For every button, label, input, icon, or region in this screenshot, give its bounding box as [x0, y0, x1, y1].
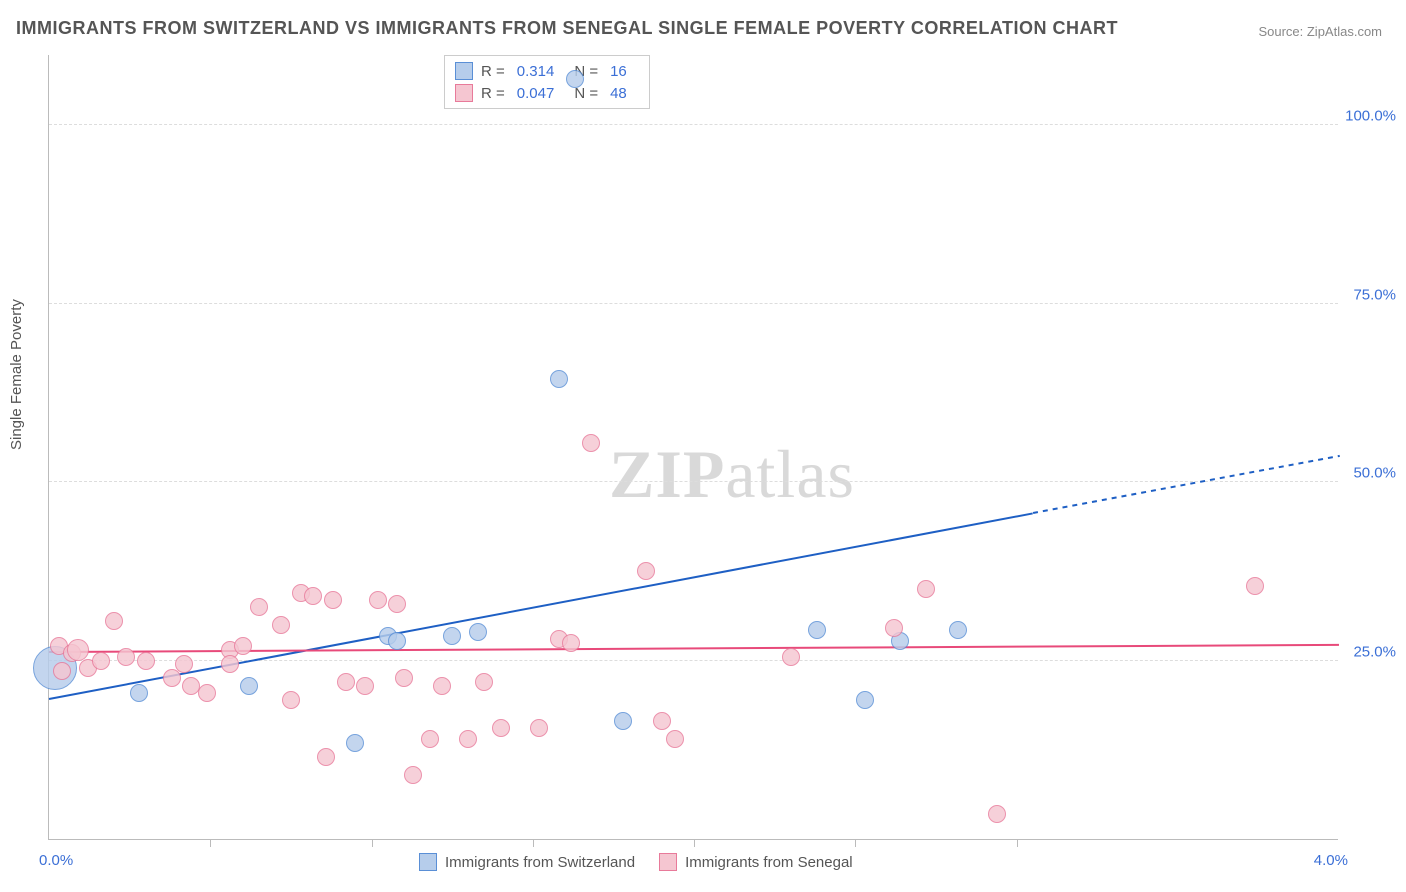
- data-point[interactable]: [369, 591, 387, 609]
- legend-item-senegal: Immigrants from Senegal: [659, 853, 853, 871]
- x-tick: [855, 839, 856, 847]
- data-point[interactable]: [282, 691, 300, 709]
- data-point[interactable]: [388, 595, 406, 613]
- legend-swatch-icon: [419, 853, 437, 871]
- legend-label-senegal: Immigrants from Senegal: [685, 854, 853, 871]
- data-point[interactable]: [885, 619, 903, 637]
- data-point[interactable]: [117, 648, 135, 666]
- legend-swatch-icon: [659, 853, 677, 871]
- trend-line-extrapolated: [1032, 455, 1339, 514]
- x-axis-max-label: 4.0%: [1314, 852, 1348, 869]
- data-point[interactable]: [949, 621, 967, 639]
- r-value-switzerland: 0.314: [517, 63, 555, 80]
- data-point[interactable]: [459, 730, 477, 748]
- gridline: [49, 124, 1338, 125]
- y-tick-label: 25.0%: [1344, 643, 1396, 660]
- data-point[interactable]: [469, 623, 487, 641]
- data-point[interactable]: [105, 612, 123, 630]
- data-point[interactable]: [395, 669, 413, 687]
- chart-title: IMMIGRANTS FROM SWITZERLAND VS IMMIGRANT…: [16, 18, 1118, 39]
- series-legend: Immigrants from Switzerland Immigrants f…: [419, 853, 853, 871]
- x-axis-min-label: 0.0%: [39, 852, 73, 869]
- data-point[interactable]: [856, 691, 874, 709]
- data-point[interactable]: [346, 734, 364, 752]
- data-point[interactable]: [356, 677, 374, 695]
- data-point[interactable]: [317, 748, 335, 766]
- data-point[interactable]: [388, 632, 406, 650]
- data-point[interactable]: [130, 684, 148, 702]
- source-attribution: Source: ZipAtlas.com: [1258, 24, 1382, 39]
- legend-row-senegal: R =0.047 N =48: [455, 82, 639, 104]
- data-point[interactable]: [221, 655, 239, 673]
- data-point[interactable]: [324, 591, 342, 609]
- legend-label-switzerland: Immigrants from Switzerland: [445, 854, 635, 871]
- data-point[interactable]: [566, 70, 584, 88]
- trend-line: [49, 512, 1033, 700]
- y-axis-label: Single Female Poverty: [8, 299, 25, 450]
- data-point[interactable]: [1246, 577, 1264, 595]
- data-point[interactable]: [917, 580, 935, 598]
- x-tick: [533, 839, 534, 847]
- legend-row-switzerland: R =0.314 N =16: [455, 60, 639, 82]
- n-value-switzerland: 16: [610, 63, 627, 80]
- data-point[interactable]: [443, 627, 461, 645]
- x-tick: [694, 839, 695, 847]
- y-tick-label: 100.0%: [1344, 108, 1396, 125]
- data-point[interactable]: [337, 673, 355, 691]
- n-value-senegal: 48: [610, 85, 627, 102]
- data-point[interactable]: [175, 655, 193, 673]
- data-point[interactable]: [67, 639, 89, 661]
- data-point[interactable]: [782, 648, 800, 666]
- data-point[interactable]: [53, 662, 71, 680]
- data-point[interactable]: [492, 719, 510, 737]
- gridline: [49, 481, 1338, 482]
- data-point[interactable]: [304, 587, 322, 605]
- x-tick: [372, 839, 373, 847]
- data-point[interactable]: [808, 621, 826, 639]
- data-point[interactable]: [666, 730, 684, 748]
- data-point[interactable]: [653, 712, 671, 730]
- y-tick-label: 75.0%: [1344, 286, 1396, 303]
- data-point[interactable]: [250, 598, 268, 616]
- scatter-plot-area: ZIPatlas R =0.314 N =16 R =0.047 N =48 0…: [48, 55, 1338, 840]
- data-point[interactable]: [433, 677, 451, 695]
- data-point[interactable]: [198, 684, 216, 702]
- data-point[interactable]: [234, 637, 252, 655]
- data-point[interactable]: [92, 652, 110, 670]
- data-point[interactable]: [988, 805, 1006, 823]
- data-point[interactable]: [404, 766, 422, 784]
- data-point[interactable]: [240, 677, 258, 695]
- watermark: ZIPatlas: [609, 435, 855, 514]
- data-point[interactable]: [163, 669, 181, 687]
- data-point[interactable]: [421, 730, 439, 748]
- data-point[interactable]: [530, 719, 548, 737]
- legend-swatch-switzerland: [455, 62, 473, 80]
- legend-swatch-senegal: [455, 84, 473, 102]
- r-value-senegal: 0.047: [517, 85, 555, 102]
- y-tick-label: 50.0%: [1344, 465, 1396, 482]
- x-tick: [1017, 839, 1018, 847]
- data-point[interactable]: [614, 712, 632, 730]
- data-point[interactable]: [475, 673, 493, 691]
- legend-item-switzerland: Immigrants from Switzerland: [419, 853, 635, 871]
- data-point[interactable]: [562, 634, 580, 652]
- correlation-legend-box: R =0.314 N =16 R =0.047 N =48: [444, 55, 650, 109]
- data-point[interactable]: [272, 616, 290, 634]
- gridline: [49, 303, 1338, 304]
- data-point[interactable]: [582, 434, 600, 452]
- x-tick: [210, 839, 211, 847]
- data-point[interactable]: [137, 652, 155, 670]
- data-point[interactable]: [550, 370, 568, 388]
- data-point[interactable]: [637, 562, 655, 580]
